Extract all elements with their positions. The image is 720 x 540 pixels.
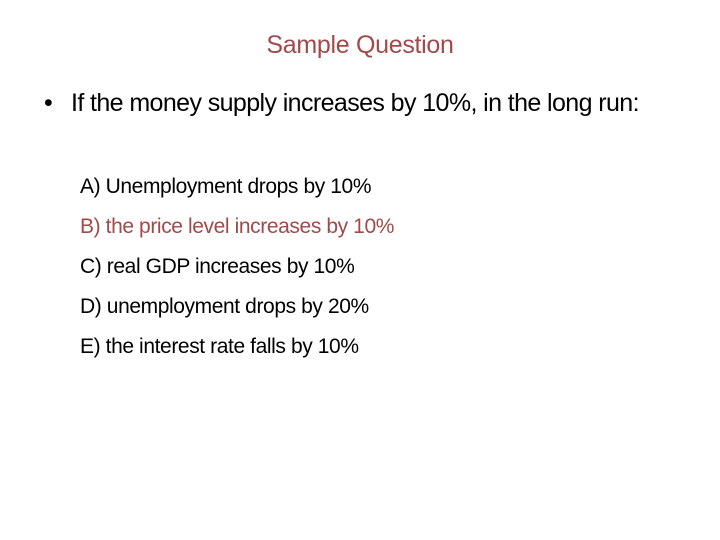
- option-d: D) unemployment drops by 20%: [80, 295, 369, 318]
- option-e: E) the interest rate falls by 10%: [80, 335, 359, 358]
- option-c: C) real GDP increases by 10%: [80, 255, 355, 278]
- slide-title: Sample Question: [266, 31, 454, 59]
- answer-options: A) Unemployment drops by 10% B) the pric…: [80, 167, 394, 367]
- option-b: B) the price level increases by 10%: [80, 215, 394, 238]
- option-a: A) Unemployment drops by 10%: [80, 175, 372, 198]
- question-bullet: • If the money supply increases by 10%, …: [44, 84, 671, 122]
- question-text: If the money supply increases by 10%, in…: [71, 89, 640, 117]
- bullet-icon: •: [44, 89, 53, 117]
